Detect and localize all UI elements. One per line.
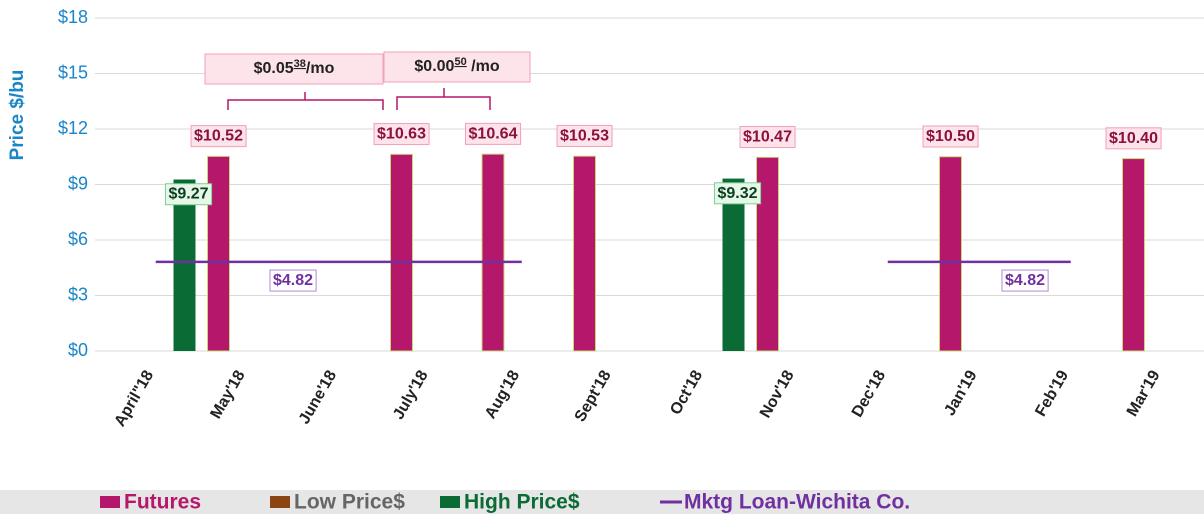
bar <box>722 178 745 351</box>
y-tick-label: $15 <box>58 62 88 82</box>
value-label: $9.32 <box>717 185 757 202</box>
value-label: $9.27 <box>168 186 208 203</box>
x-tick-label: Mar'19 <box>1124 368 1164 420</box>
value-label-box <box>465 122 522 145</box>
bar <box>939 156 962 352</box>
x-tick-label: Jan'19 <box>941 368 980 419</box>
y-tick-label: $18 <box>58 7 88 27</box>
y-tick-label: $12 <box>58 118 88 138</box>
x-tick-label: May'18 <box>208 368 249 422</box>
legend-swatch <box>440 496 460 508</box>
legend-label: Futures <box>124 491 201 514</box>
legend-label: High Price$ <box>464 491 580 514</box>
value-label: $4.82 <box>273 272 313 289</box>
y-tick-label: $6 <box>68 229 88 249</box>
x-tick-label: June'18 <box>296 368 340 428</box>
value-label-box <box>713 182 762 205</box>
value-label: $10.47 <box>743 129 792 146</box>
value-label: $10.63 <box>377 126 426 143</box>
y-axis-label: Price $/bu <box>7 70 28 161</box>
y-tick-label: $3 <box>68 284 88 304</box>
x-tick-label: July'18 <box>390 368 432 423</box>
value-label-box <box>164 183 213 206</box>
bracket <box>227 92 384 110</box>
value-label: $10.52 <box>194 128 243 145</box>
annotation-part: 38 <box>294 58 306 70</box>
value-label-box <box>190 125 247 148</box>
x-tick-label: Dec'18 <box>849 368 889 421</box>
value-label-box <box>1105 127 1162 150</box>
y-tick-label: $0 <box>68 340 88 360</box>
x-tick-label: April"18 <box>111 368 157 430</box>
bracket <box>396 88 491 110</box>
x-tick-label: Aug'18 <box>482 368 523 422</box>
bar <box>481 153 505 352</box>
x-tick-label: Nov'18 <box>757 368 798 421</box>
legend-label: Mktg Loan-Wichita Co. <box>684 491 910 514</box>
legend-swatch <box>270 496 290 508</box>
bar <box>390 153 413 352</box>
annotation-box <box>204 53 384 85</box>
legend-background <box>0 490 1204 514</box>
value-label: $4.82 <box>1005 272 1045 289</box>
bar <box>756 156 779 352</box>
x-tick-label: Feb'19 <box>1032 368 1072 420</box>
legend-label: Low Price$ <box>294 491 405 514</box>
annotation-part: 50 <box>454 56 466 68</box>
bar <box>173 179 196 351</box>
value-label-box <box>556 124 613 147</box>
value-label-box <box>1001 269 1049 292</box>
annotation-part: $0.05 <box>254 60 294 77</box>
legend-swatch <box>100 496 120 508</box>
annotation-part: /mo <box>306 60 335 77</box>
value-label: $10.50 <box>926 128 975 145</box>
value-label-box <box>922 125 979 148</box>
y-tick-label: $9 <box>68 173 88 193</box>
annotation-part: $0.00 <box>414 58 454 75</box>
bar <box>207 155 230 352</box>
value-label: $10.40 <box>1109 130 1158 147</box>
value-label: $10.64 <box>469 125 518 142</box>
annotation-part: /mo <box>467 58 500 75</box>
annotation-box <box>383 51 531 83</box>
value-label-box <box>739 126 796 149</box>
bar <box>1122 158 1145 352</box>
x-tick-label: Sept'18 <box>572 368 615 425</box>
x-tick-label: Oct'18 <box>667 368 706 418</box>
value-label-box <box>373 123 430 146</box>
value-label: $10.53 <box>560 127 609 144</box>
value-label-box <box>269 269 317 292</box>
annotation: $0.0050 /mo <box>414 56 499 75</box>
bar <box>573 155 596 352</box>
annotation: $0.0538/mo <box>254 58 335 77</box>
